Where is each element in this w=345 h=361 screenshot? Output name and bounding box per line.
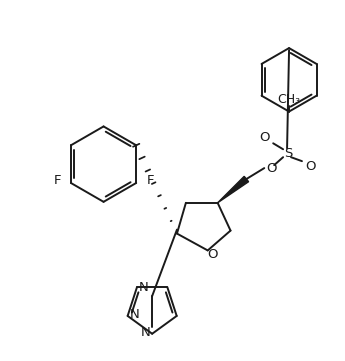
Text: O: O <box>259 131 269 144</box>
Text: O: O <box>306 160 316 173</box>
Polygon shape <box>218 176 249 203</box>
Text: S: S <box>284 147 292 160</box>
Text: F: F <box>146 174 154 187</box>
Text: N: N <box>139 280 149 293</box>
Text: O: O <box>266 162 276 175</box>
Text: O: O <box>207 248 218 261</box>
Text: CH₃: CH₃ <box>277 93 300 106</box>
Text: F: F <box>53 174 61 187</box>
Text: N: N <box>130 308 139 321</box>
Text: N: N <box>140 326 150 339</box>
